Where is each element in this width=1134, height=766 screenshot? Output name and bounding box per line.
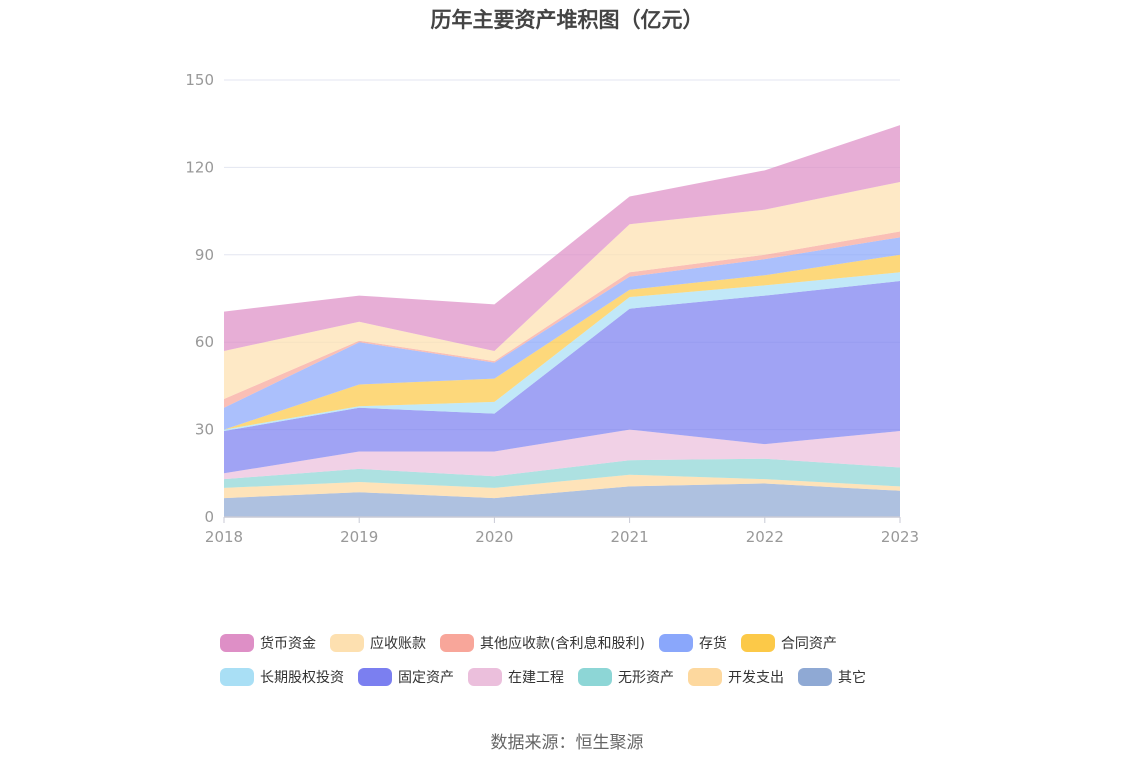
legend-label: 应收账款 <box>370 636 426 652</box>
legend-item[interactable]: 其他应收款(含利息和股利) <box>440 633 645 653</box>
legend-item[interactable]: 在建工程 <box>468 667 564 687</box>
x-tick-label: 2023 <box>881 528 919 546</box>
y-tick-label: 90 <box>195 246 214 264</box>
legend-swatch <box>688 668 722 686</box>
x-tick-label: 2020 <box>475 528 513 546</box>
legend-item[interactable]: 开发支出 <box>688 667 784 687</box>
legend-label: 在建工程 <box>508 670 564 686</box>
legend-label: 长期股权投资 <box>260 670 344 686</box>
legend-item[interactable]: 应收账款 <box>330 633 426 653</box>
chart-title: 历年主要资产堆积图（亿元） <box>430 8 704 32</box>
area-series-3 <box>224 429 900 480</box>
area-series-0 <box>224 483 900 517</box>
legend-item[interactable]: 货币资金 <box>220 633 316 653</box>
x-tick-label: 2019 <box>340 528 378 546</box>
area-series-2 <box>224 458 900 488</box>
area-series-10 <box>224 125 900 351</box>
legend-item[interactable]: 存货 <box>658 633 727 653</box>
area-series-7 <box>224 237 900 430</box>
legend-label: 无形资产 <box>618 670 674 686</box>
x-tick-label: 2022 <box>746 528 784 546</box>
y-tick-label: 60 <box>195 333 214 351</box>
y-tick-label: 0 <box>204 508 214 526</box>
legend-label: 开发支出 <box>728 670 784 686</box>
legend-swatch <box>220 668 254 686</box>
area-series-5 <box>224 272 900 432</box>
data-source: 数据来源：恒生聚源 <box>490 733 644 753</box>
legend-label: 货币资金 <box>260 636 316 652</box>
chart-legend: 货币资金 应收账款 其他应收款(含利息和股利) 存货 合同资产 长期股权投资 固定资产 在建… <box>220 630 940 698</box>
y-tick-label: 30 <box>195 421 214 439</box>
legend-swatch <box>578 668 612 686</box>
legend-label: 其他应收款(含利息和股利) <box>480 636 645 652</box>
y-tick-label: 120 <box>185 158 214 176</box>
legend-swatch <box>330 634 364 652</box>
legend-item[interactable]: 无形资产 <box>578 667 674 687</box>
legend-swatch <box>468 668 502 686</box>
legend-item[interactable]: 长期股权投资 <box>220 667 344 687</box>
legend-swatch <box>358 668 392 686</box>
legend-label: 其它 <box>838 670 866 686</box>
area-series-6 <box>224 254 900 430</box>
area-series-1 <box>224 474 900 499</box>
legend-swatch <box>220 634 254 652</box>
legend-swatch <box>440 634 474 652</box>
legend-label: 合同资产 <box>780 636 837 652</box>
legend-item[interactable]: 合同资产 <box>740 633 837 653</box>
legend-label: 存货 <box>698 636 727 652</box>
legend-item[interactable]: 固定资产 <box>358 667 454 687</box>
legend-swatch <box>798 668 832 686</box>
x-tick-label: 2021 <box>611 528 649 546</box>
legend-swatch <box>658 634 693 652</box>
legend-swatch <box>740 634 775 652</box>
legend-row: 长期股权投资 固定资产 在建工程 无形资产 开发支出 其它 <box>220 664 940 690</box>
area-chart: 0 30 60 90 120 150 2018 2019 2020 2021 2022 2023 <box>185 71 919 546</box>
y-tick-label: 150 <box>185 71 214 89</box>
area-series-4 <box>224 281 900 474</box>
legend-row: 货币资金 应收账款 其他应收款(含利息和股利) 存货 合同资产 <box>220 630 940 656</box>
legend-item[interactable]: 其它 <box>798 667 866 687</box>
legend-label: 固定资产 <box>398 670 454 686</box>
area-series-9 <box>224 181 900 400</box>
x-tick-label: 2018 <box>205 528 243 546</box>
